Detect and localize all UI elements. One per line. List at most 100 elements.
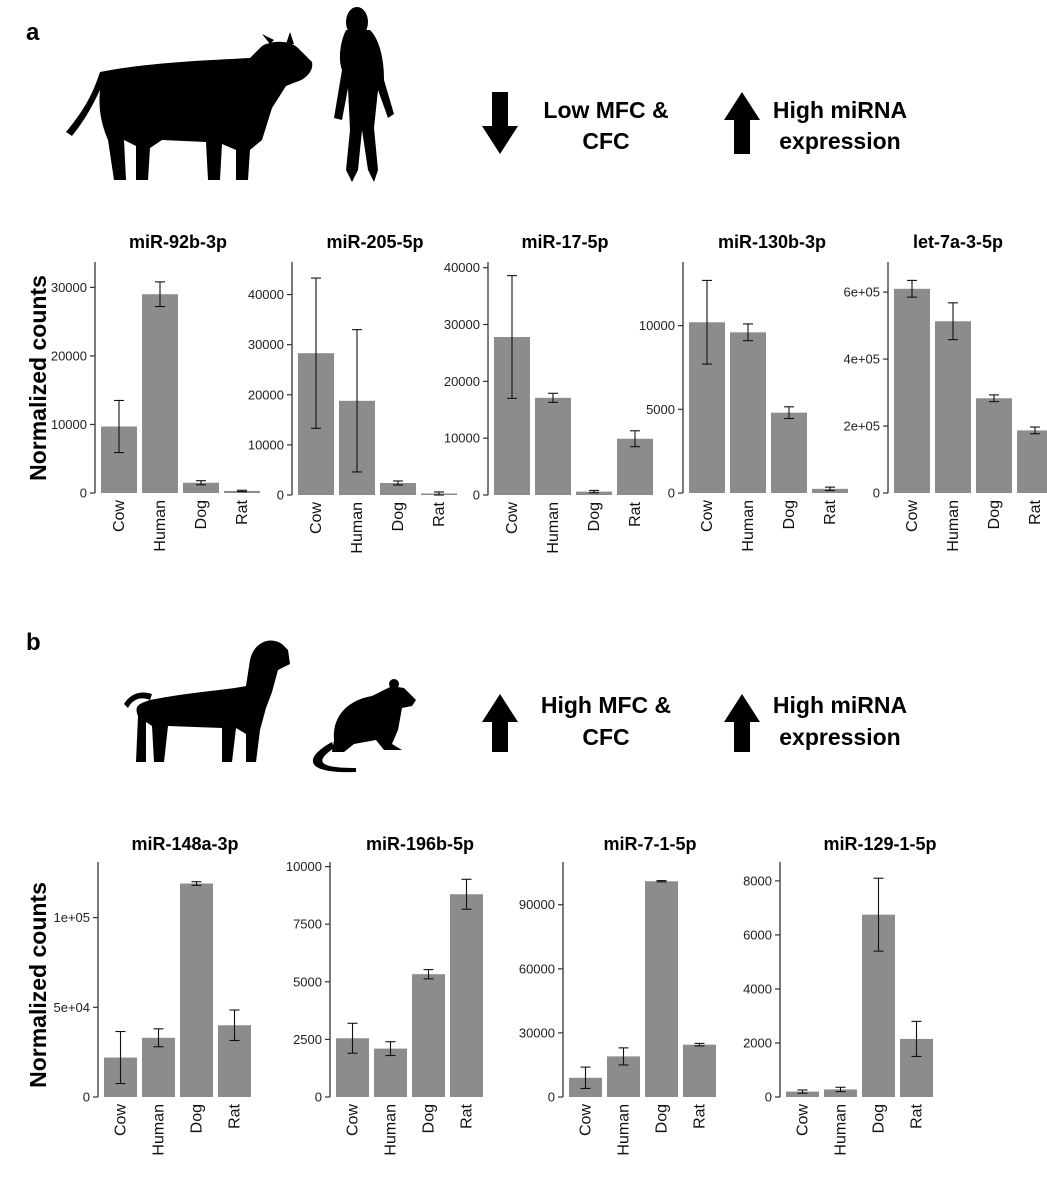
y-tick-label: 2000 [743,1035,772,1050]
x-category-label: Dog [193,500,210,529]
x-category-label: Dog [421,1104,438,1133]
rat-silhouette-icon [312,679,416,773]
y-tick-label: 20000 [444,374,480,389]
y-tick-label: 10000 [639,318,675,333]
chart-title: miR-205-5p [326,232,423,252]
y-tick-label: 40000 [248,287,284,302]
y-tick-label: 0 [315,1090,322,1105]
y-tick-label: 2e+05 [843,419,880,434]
bar-dog [180,883,213,1097]
chart-title: miR-17-5p [521,232,608,252]
legend-b-line3: High miRNA [773,692,907,718]
y-tick-label: 2500 [293,1032,322,1047]
x-category-label: Human [349,502,366,554]
bar-chart-miR-196b-5p: miR-196b-5p 0 2500 5000 7500 10000 Cow Human Dog… [286,834,483,1156]
bar-cow [786,1091,819,1097]
panel-a-y-axis-title: Normalized counts [25,275,51,481]
bar-dog [183,482,219,493]
x-category-label: Human [383,1104,400,1156]
y-tick-label: 6e+05 [843,285,880,300]
chart-title: miR-92b-3p [129,232,227,252]
y-tick-label: 0 [277,488,284,503]
cow-silhouette-icon [66,32,313,181]
x-category-label: Rat [627,501,644,526]
x-category-label: Human [545,502,562,554]
bar-chart-miR-17-5p: miR-17-5p 0 10000 20000 30000 40000 Cow Human Do… [444,232,653,554]
up-arrow-icon [482,694,518,752]
x-category-label: Cow [904,500,921,532]
x-category-label: Human [151,1104,168,1156]
x-category-label: Rat [1027,499,1044,524]
up-arrow-icon [724,694,760,752]
y-tick-label: 0 [473,488,480,503]
y-tick-label: 10000 [248,437,284,452]
y-tick-label: 20000 [248,387,284,402]
bar-human [935,321,971,493]
y-tick-label: 4000 [743,981,772,996]
y-tick-label: 1e+05 [53,910,90,925]
y-tick-label: 8000 [743,873,772,888]
x-category-label: Cow [504,502,521,534]
x-category-label: Cow [308,502,325,534]
x-category-label: Human [616,1104,633,1156]
panel-a-label: a [26,19,40,46]
bar-chart-miR-92b-3p: miR-92b-3p 0 10000 20000 30000 Cow Human Dog Rat [51,232,260,552]
x-category-label: Dog [871,1104,888,1133]
bar-chart-miR-129-1-5p: miR-129-1-5p 0 2000 4000 6000 8000 Cow Human Dog… [743,834,936,1156]
x-category-label: Human [740,500,757,552]
bar-chart-miR-148a-3p: miR-148a-3p 0 5e+04 1e+05 Cow Human Dog Rat [53,834,251,1156]
bar-human [730,332,766,493]
y-tick-label: 10000 [444,431,480,446]
y-tick-label: 0 [83,1090,90,1105]
bar-dog [771,412,807,493]
bar-dog [645,881,678,1097]
x-category-label: Cow [113,1104,130,1136]
x-category-label: Rat [692,1103,709,1128]
dog-silhouette-icon [124,640,290,762]
up-arrow-icon [724,92,760,154]
x-category-label: Rat [227,1103,244,1128]
y-tick-label: 0 [80,486,87,501]
y-tick-label: 0 [668,486,675,501]
bar-rat [1017,430,1047,493]
y-tick-label: 10000 [51,417,87,432]
chart-title: miR-7-1-5p [603,834,696,854]
bar-human [142,1037,175,1097]
y-tick-label: 40000 [444,260,480,275]
bar-rat [450,894,483,1097]
legend-b-line4: expression [779,724,900,750]
bar-dog [380,482,416,495]
bar-human [535,397,571,495]
x-category-label: Cow [699,500,716,532]
bar-dog [976,398,1012,493]
y-tick-label: 4e+05 [843,352,880,367]
x-category-label: Rat [459,1103,476,1128]
bar-rat [617,438,653,495]
bar-chart-let-7a-3-5p: let-7a-3-5p 0 2e+05 4e+05 6e+05 Cow Human Dog Ra… [843,232,1047,552]
x-category-label: Dog [654,1104,671,1133]
chart-title: miR-148a-3p [131,834,238,854]
x-category-label: Dog [986,500,1003,529]
legend-a-line4: expression [779,128,900,154]
y-tick-label: 30000 [51,280,87,295]
x-category-label: Rat [909,1103,926,1128]
x-category-label: Rat [431,501,448,526]
y-tick-label: 5000 [293,974,322,989]
y-tick-label: 7500 [293,917,322,932]
x-category-label: Human [152,500,169,552]
x-category-label: Dog [390,502,407,531]
x-category-label: Rat [234,499,251,524]
panel-b-y-axis-title: Normalized counts [25,882,51,1088]
y-tick-label: 10000 [286,859,322,874]
x-category-label: Cow [111,500,128,532]
y-tick-label: 6000 [743,927,772,942]
bar-chart-miR-130b-3p: miR-130b-3p 0 5000 10000 Cow Human Dog Rat [639,232,848,552]
bar-cow [894,288,930,493]
y-tick-label: 0 [548,1090,555,1105]
y-tick-label: 5000 [646,402,675,417]
legend-b-line2: CFC [582,724,629,750]
bar-chart-miR-205-5p: miR-205-5p 0 10000 20000 30000 40000 Cow Human D… [248,232,457,554]
y-tick-label: 60000 [519,961,555,976]
y-tick-label: 0 [765,1090,772,1105]
